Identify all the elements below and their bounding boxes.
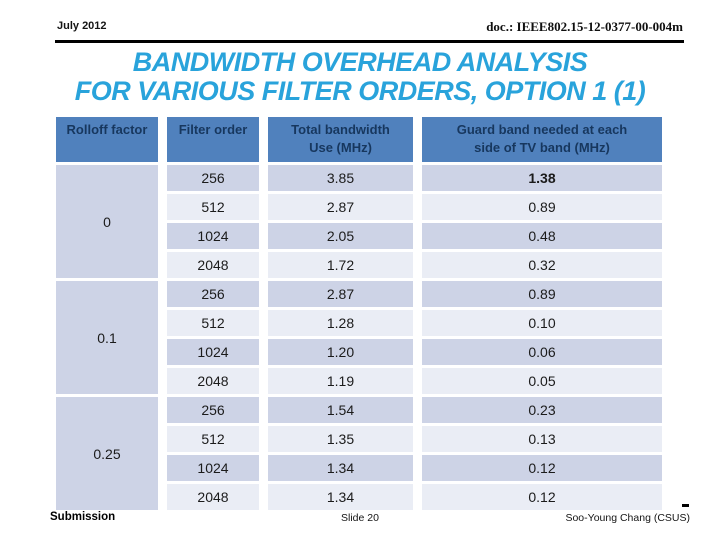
header-date: July 2012 bbox=[57, 20, 107, 32]
footer-slide-number: Slide 20 bbox=[341, 512, 379, 524]
table-row: 0 256 3.85 1.38 bbox=[56, 165, 662, 278]
cell-total-bandwidth: 2.87 bbox=[268, 281, 413, 307]
table-header-row: Rolloff factor Filter order Total bandwi… bbox=[56, 117, 662, 162]
cell-total-bandwidth: 1.34 bbox=[268, 484, 413, 510]
cell-total-bandwidth: 3.85 bbox=[268, 165, 413, 191]
cell-filter-order: 1024 bbox=[167, 223, 259, 249]
header-divider-line bbox=[55, 40, 684, 43]
table-row: 1024 1.20 0.06 bbox=[56, 339, 662, 365]
cell-guard-band: 0.06 bbox=[422, 339, 662, 365]
cell-rolloff-factor: 0 bbox=[56, 165, 158, 278]
cell-guard-band: 0.48 bbox=[422, 223, 662, 249]
cell-guard-band: 0.12 bbox=[422, 455, 662, 481]
table-row: 1024 2.05 0.48 bbox=[56, 223, 662, 249]
header-doc-number: doc.: IEEE802.15-12-0377-00-004m bbox=[486, 19, 683, 34]
slide-title-line2: FOR VARIOUS FILTER ORDERS, OPTION 1 (1) bbox=[74, 76, 646, 106]
table-row: 0.1 256 2.87 0.89 bbox=[56, 281, 662, 394]
cell-guard-band: 0.13 bbox=[422, 426, 662, 452]
cell-total-bandwidth: 1.72 bbox=[268, 252, 413, 278]
cell-guard-band: 0.12 bbox=[422, 484, 662, 510]
table-row: 512 1.28 0.10 bbox=[56, 310, 662, 336]
cell-total-bandwidth: 1.19 bbox=[268, 368, 413, 394]
bandwidth-table: Rolloff factor Filter order Total bandwi… bbox=[47, 114, 671, 513]
footer-author: Soo-Young Chang (CSUS) bbox=[565, 512, 690, 524]
col-header-filter-order: Filter order bbox=[167, 117, 259, 162]
footer-submission: Submission bbox=[50, 511, 116, 523]
cell-guard-band: 1.38 bbox=[422, 165, 662, 191]
cell-filter-order: 512 bbox=[167, 194, 259, 220]
cell-filter-order: 512 bbox=[167, 310, 259, 336]
cell-filter-order: 256 bbox=[167, 165, 259, 191]
cell-filter-order: 1024 bbox=[167, 339, 259, 365]
table-row: 2048 1.34 0.12 bbox=[56, 484, 662, 510]
cell-total-bandwidth: 1.34 bbox=[268, 455, 413, 481]
col-header-total-bandwidth: Total bandwidth Use (MHz) bbox=[268, 117, 413, 162]
cell-guard-band: 0.89 bbox=[422, 194, 662, 220]
table-row: 1024 1.34 0.12 bbox=[56, 455, 662, 481]
slide-title: BANDWIDTH OVERHEAD ANALYSIS FOR VARIOUS … bbox=[0, 48, 720, 106]
cell-total-bandwidth: 2.05 bbox=[268, 223, 413, 249]
cell-filter-order: 2048 bbox=[167, 484, 259, 510]
cell-guard-band: 0.32 bbox=[422, 252, 662, 278]
cell-rolloff-factor: 0.25 bbox=[56, 397, 158, 510]
cell-total-bandwidth: 1.54 bbox=[268, 397, 413, 423]
cell-total-bandwidth: 1.20 bbox=[268, 339, 413, 365]
table-row: 512 2.87 0.89 bbox=[56, 194, 662, 220]
slide-title-line1: BANDWIDTH OVERHEAD ANALYSIS bbox=[132, 47, 588, 77]
cell-filter-order: 2048 bbox=[167, 368, 259, 394]
cell-filter-order: 512 bbox=[167, 426, 259, 452]
cell-filter-order: 1024 bbox=[167, 455, 259, 481]
cell-filter-order: 256 bbox=[167, 397, 259, 423]
table-row: 2048 1.19 0.05 bbox=[56, 368, 662, 394]
footer-corner-dash bbox=[682, 504, 689, 507]
cell-filter-order: 2048 bbox=[167, 252, 259, 278]
table-row: 2048 1.72 0.32 bbox=[56, 252, 662, 278]
table-row: 512 1.35 0.13 bbox=[56, 426, 662, 452]
cell-rolloff-factor: 0.1 bbox=[56, 281, 158, 394]
cell-guard-band: 0.89 bbox=[422, 281, 662, 307]
cell-guard-band: 0.05 bbox=[422, 368, 662, 394]
cell-total-bandwidth: 1.28 bbox=[268, 310, 413, 336]
cell-guard-band: 0.10 bbox=[422, 310, 662, 336]
cell-filter-order: 256 bbox=[167, 281, 259, 307]
table-row: 0.25 256 1.54 0.23 bbox=[56, 397, 662, 510]
col-header-guard-band: Guard band needed at each side of TV band… bbox=[422, 117, 662, 162]
cell-total-bandwidth: 2.87 bbox=[268, 194, 413, 220]
cell-total-bandwidth: 1.35 bbox=[268, 426, 413, 452]
col-header-rolloff-factor: Rolloff factor bbox=[56, 117, 158, 162]
cell-guard-band: 0.23 bbox=[422, 397, 662, 423]
